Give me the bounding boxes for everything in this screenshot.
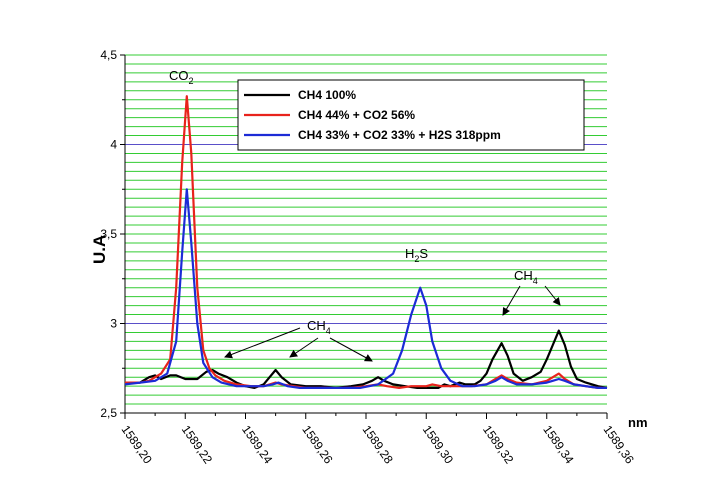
y-tick-label: 4,5 bbox=[100, 48, 117, 62]
x-tick-label: 1589,34 bbox=[540, 423, 577, 467]
legend-box bbox=[237, 79, 585, 151]
annotation-arrow bbox=[224, 327, 301, 359]
annotation-arrow bbox=[329, 337, 373, 362]
x-tick-label: 1589,20 bbox=[119, 423, 156, 467]
x-axis-title: nm bbox=[628, 415, 648, 430]
x-tick-label: 1589,22 bbox=[179, 423, 216, 467]
annotation-co2: CO2 bbox=[169, 68, 194, 86]
x-tick-label: 1589,28 bbox=[360, 423, 397, 467]
annotation-ch4-right: CH4 bbox=[514, 268, 538, 286]
annotation-ch4-left: CH4 bbox=[307, 318, 331, 336]
legend-label-2: CH4 44% + CO2 56% bbox=[298, 108, 415, 122]
y-tick-label: 3,5 bbox=[100, 227, 117, 241]
x-tick-label: 1589,26 bbox=[299, 423, 336, 467]
x-tick-label: 1589,30 bbox=[420, 423, 457, 467]
annotation-arrow bbox=[289, 337, 319, 358]
y-tick-label: 4 bbox=[110, 138, 117, 152]
annotation-h2s: H2S bbox=[405, 246, 428, 264]
legend-label-3: CH4 33% + CO2 33% + H2S 318ppm bbox=[298, 128, 501, 142]
y-axis-title: U.A bbox=[90, 235, 109, 264]
x-tick-label: 1589,32 bbox=[480, 423, 517, 467]
x-tick-label: 1589,24 bbox=[239, 423, 276, 467]
y-tick-label: 3 bbox=[110, 317, 117, 331]
y-tick-label: 2,5 bbox=[100, 406, 117, 420]
annotation-arrow bbox=[502, 285, 521, 316]
legend-label-1: CH4 100% bbox=[298, 88, 356, 102]
annotation-arrow bbox=[544, 285, 561, 306]
series-line-3 bbox=[124, 188, 607, 389]
